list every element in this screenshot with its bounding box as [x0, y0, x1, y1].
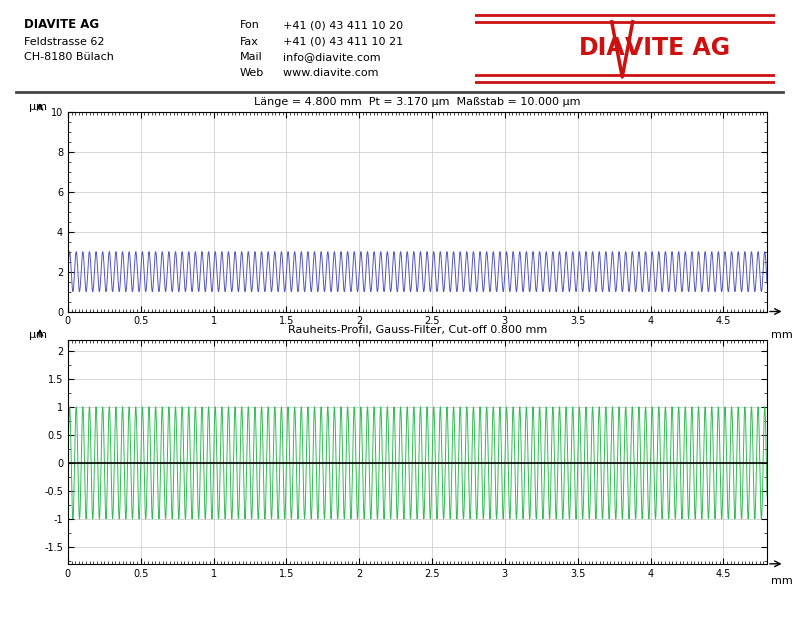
Text: +41 (0) 43 411 10 21: +41 (0) 43 411 10 21	[276, 37, 403, 47]
Text: µm: µm	[30, 330, 47, 340]
Text: mm: mm	[770, 576, 793, 586]
Text: mm: mm	[770, 330, 793, 340]
Text: www.diavite.com: www.diavite.com	[276, 68, 378, 78]
Text: Fax: Fax	[240, 37, 259, 47]
Text: DIA: DIA	[578, 36, 625, 60]
Text: µm: µm	[30, 102, 47, 112]
Text: Fon: Fon	[240, 20, 260, 30]
Text: DIAVITE AG: DIAVITE AG	[24, 18, 99, 31]
Title: Rauheits-Profil, Gauss-Filter, Cut-off 0.800 mm: Rauheits-Profil, Gauss-Filter, Cut-off 0…	[288, 325, 547, 335]
Text: +41 (0) 43 411 10 20: +41 (0) 43 411 10 20	[276, 20, 403, 30]
Text: Feldstrasse 62: Feldstrasse 62	[24, 37, 105, 47]
Text: Mail: Mail	[240, 52, 262, 62]
Text: VITE AG: VITE AG	[625, 36, 730, 60]
Text: CH-8180 Bülach: CH-8180 Bülach	[24, 52, 113, 62]
Title: Länge = 4.800 mm  Pt = 3.170 µm  Maßstab = 10.000 µm: Länge = 4.800 mm Pt = 3.170 µm Maßstab =…	[254, 97, 581, 107]
Text: info@diavite.com: info@diavite.com	[276, 52, 380, 62]
Text: Web: Web	[240, 68, 264, 78]
